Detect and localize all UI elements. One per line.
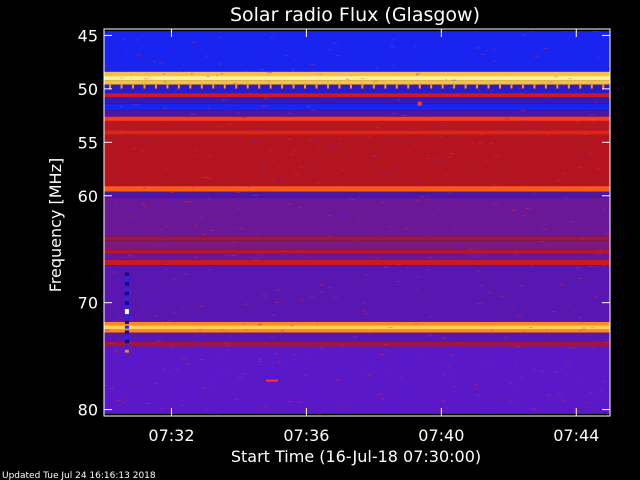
y-axis-label: Frequency [MHz] [46,158,65,292]
x-tick-label: 07:40 [418,426,464,445]
y-axis: 45 50 55 60 70 80 [78,26,610,420]
frequency-band [104,93,610,98]
y-tick-label: 80 [78,401,98,420]
y-tick-label: 45 [78,26,98,45]
frequency-band [104,103,610,111]
x-axis-label: Start Time (16-Jul-18 07:30:00) [231,447,481,466]
frequency-band [104,120,610,131]
frequency-band [104,130,610,135]
y-tick-label: 50 [78,80,98,99]
frequency-band [104,265,610,322]
x-axis: 07:32 07:36 07:40 07:44 [148,29,599,445]
frequency-band [104,236,610,241]
frequency-band [104,329,610,333]
frequency-band [104,71,610,77]
y-tick-label: 60 [78,187,98,206]
periodic-markers [109,83,605,89]
burst-spot [417,101,422,106]
frequency-band [104,186,610,192]
interference-column [124,272,129,353]
frequency-band [104,332,610,342]
plot-area [103,28,612,417]
y-tick-label: 55 [78,133,98,152]
frequency-band [104,110,610,117]
frequency-band [104,191,610,198]
frequency-band [104,325,610,330]
frequency-band [104,76,610,81]
burst-spot [265,379,278,382]
frequency-band [104,31,610,72]
frequency-band [104,259,610,266]
frequency-band [104,134,610,187]
frequency-band [104,253,610,260]
x-tick-label: 07:44 [553,426,599,445]
frequency-band [104,116,610,121]
chart-title: Solar radio Flux (Glasgow) [230,4,480,26]
plot-frame [103,28,611,417]
y-tick-label: 70 [78,294,98,313]
frequency-band [104,346,610,414]
noise-texture [104,29,612,416]
frequency-band [104,84,610,94]
frequency-band [104,80,610,85]
frequency-band [104,341,610,347]
frequency-band [104,321,610,326]
frequency-band [104,240,610,250]
x-tick-label: 07:32 [148,426,194,445]
frequency-band [104,197,610,237]
frequency-band [104,97,610,104]
frequency-band [104,249,610,254]
x-tick-label: 07:36 [283,426,329,445]
update-timestamp: Updated Tue Jul 24 16:16:13 2018 [2,471,156,480]
